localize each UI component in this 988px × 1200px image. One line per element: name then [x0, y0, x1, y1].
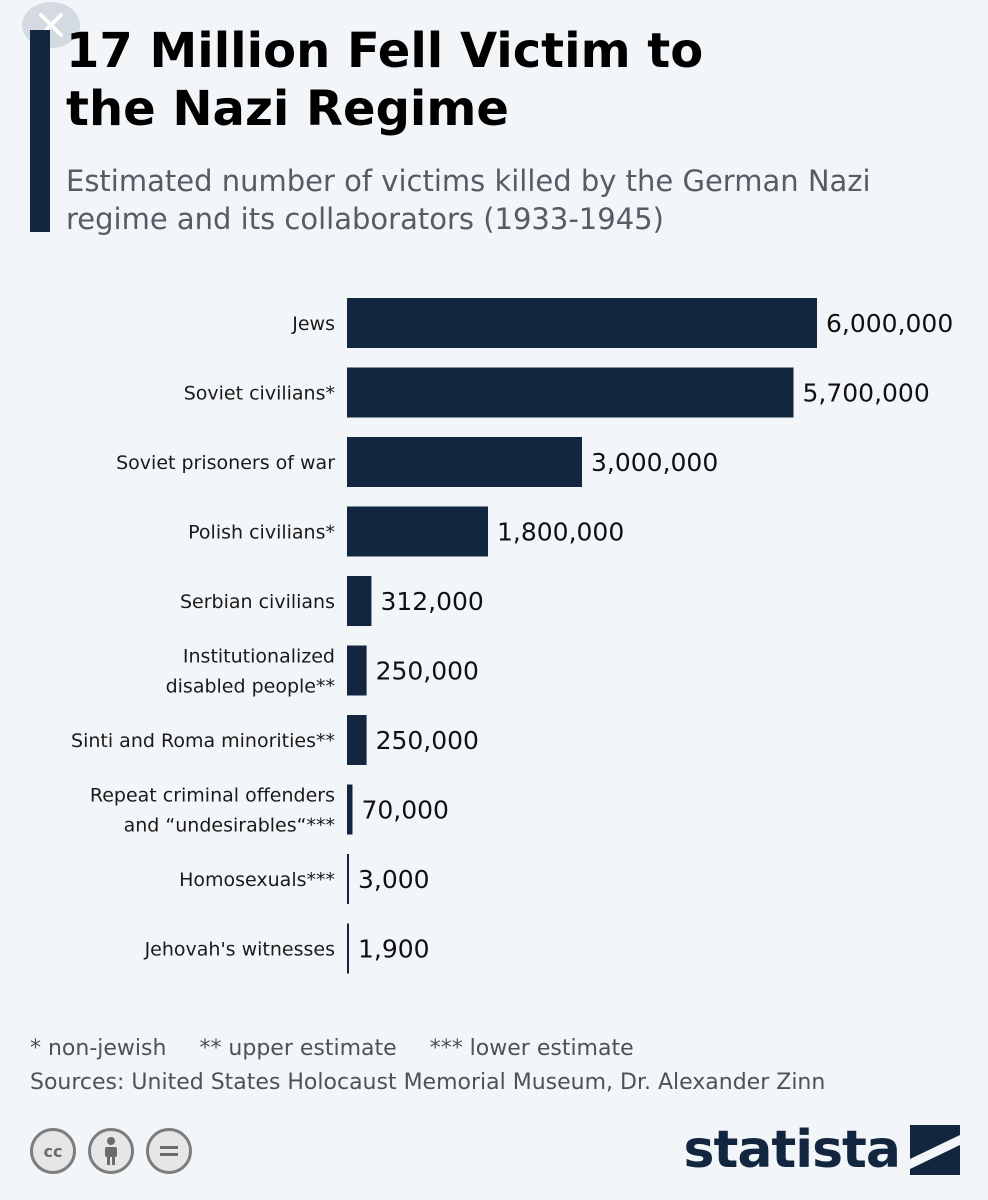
category-label: Soviet civilians*	[184, 383, 335, 405]
license-icons: cc	[30, 1128, 192, 1174]
footnote-legend: * non-jewish ** upper estimate *** lower…	[30, 1034, 660, 1064]
category-label-line: Polish civilians*	[188, 522, 335, 544]
category-label-line: Serbian civilians	[180, 591, 335, 613]
category-label: Jews	[291, 313, 335, 335]
category-label: Repeat criminal offenders and “undesirabl…	[90, 785, 335, 837]
category-label-line: Homosexuals***	[179, 869, 335, 891]
category-label: Institutionalized disabled people**	[166, 646, 335, 698]
title-accent-bar	[30, 30, 50, 232]
statista-logo[interactable]: statista	[684, 1120, 960, 1180]
category-label: Jehovah's witnesses	[144, 939, 335, 961]
bar-3	[347, 506, 488, 557]
bar-value-label: 3,000,000	[591, 448, 718, 477]
svg-text:cc: cc	[44, 1142, 63, 1161]
bar-9	[347, 923, 349, 974]
bar-value-label: 3,000	[358, 865, 430, 894]
category-label-line: Soviet prisoners of war	[116, 452, 335, 474]
bar-4	[347, 576, 372, 626]
category-label-line: Sinti and Roma minorities**	[71, 730, 335, 752]
bar-chart: 6,000,000 Jews 5,700,000 Soviet civilians* 3…	[71, 298, 953, 974]
category-label-line: Institutionalized	[183, 646, 335, 668]
bar-value-label: 1,900	[358, 935, 430, 964]
category-label: Polish civilians*	[188, 522, 335, 544]
category-label: Soviet prisoners of war	[116, 452, 335, 474]
statista-mark-icon	[910, 1125, 960, 1175]
bar-value-label: 1,800,000	[497, 518, 624, 547]
bar-value-label: 312,000	[380, 587, 483, 616]
bar-0	[347, 298, 817, 348]
bar-5	[347, 645, 367, 696]
bar-value-label: 250,000	[376, 657, 479, 686]
bar-8	[347, 854, 349, 904]
chart-subtitle: Estimated number of victims killed by th…	[66, 164, 871, 236]
category-label-line: Jews	[291, 313, 335, 335]
sources-text: Sources: United States Holocaust Memoria…	[30, 1070, 826, 1095]
category-label-line: Jehovah's witnesses	[144, 939, 335, 961]
attribution-icon[interactable]	[88, 1128, 134, 1174]
footnote-upper-estimate: ** upper estimate	[199, 1036, 397, 1061]
category-label: Sinti and Roma minorities**	[71, 730, 335, 752]
bar-6	[347, 715, 367, 765]
bar-7	[347, 784, 353, 835]
bar-value-label: 5,700,000	[803, 379, 930, 408]
category-label: Serbian civilians	[180, 591, 335, 613]
bar-value-label: 250,000	[376, 726, 479, 755]
bar-value-label: 6,000,000	[826, 309, 953, 338]
category-label-line: and “undesirables“***	[124, 815, 335, 837]
bar-value-label: 70,000	[361, 796, 448, 825]
bar-2	[347, 437, 582, 487]
category-label-line: disabled people**	[166, 676, 335, 698]
category-label: Homosexuals***	[179, 869, 335, 891]
category-label-line: Soviet civilians*	[184, 383, 335, 405]
no-derivatives-icon[interactable]	[146, 1128, 192, 1174]
category-label-line: Repeat criminal offenders	[90, 785, 335, 807]
cc-icon[interactable]: cc	[30, 1128, 76, 1174]
footnote-lower-estimate: *** lower estimate	[429, 1036, 634, 1061]
bar-1	[347, 367, 794, 418]
footnote-non-jewish: * non-jewish	[30, 1036, 167, 1061]
brand-name: statista	[683, 1120, 901, 1180]
chart-title: 17 Million Fell Victim to the Nazi Regim…	[66, 23, 704, 137]
